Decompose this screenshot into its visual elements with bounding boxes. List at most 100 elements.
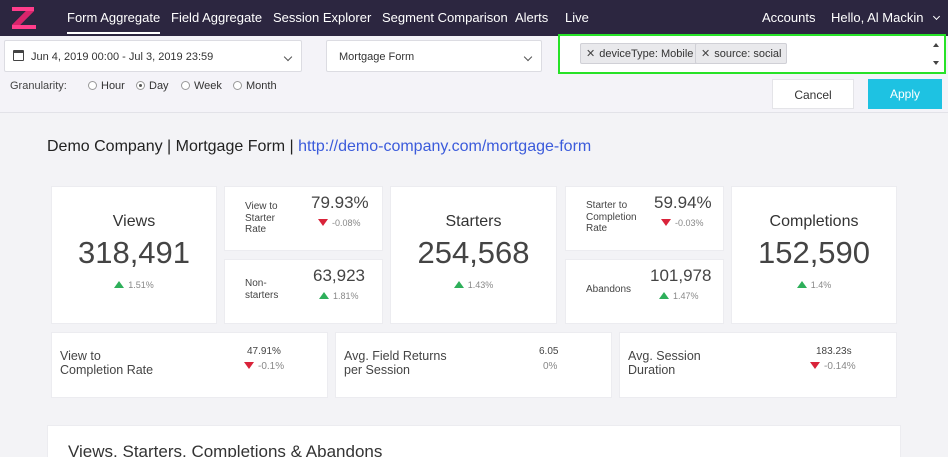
abandons-value: 101,978 xyxy=(650,266,712,285)
chart-section: Views, Starters, Completions & Abandons xyxy=(47,425,901,457)
triangle-down-icon xyxy=(661,219,671,226)
label-line: View to xyxy=(245,201,278,212)
delta-value: 1.43% xyxy=(467,280,494,290)
label-line: Non- xyxy=(245,278,267,289)
nav-alerts[interactable]: Alerts xyxy=(515,10,549,25)
label-line: Starter to xyxy=(586,200,628,211)
abandons-delta: 1.47% xyxy=(659,291,699,301)
view-to-completion-value: 47.91% xyxy=(247,346,281,357)
granularity-week[interactable]: Week xyxy=(181,80,222,92)
nav-field-aggregate[interactable]: Field Aggregate xyxy=(171,10,263,25)
avg-session-duration-label: Avg. Session Duration xyxy=(628,349,701,377)
starter-to-completion-delta: -0.03% xyxy=(661,218,704,228)
view-to-completion-label: View to Completion Rate xyxy=(60,349,153,377)
starters-card: Starters 254,568 1.43% xyxy=(390,186,557,324)
top-nav: Form Aggregate Field Aggregate Session E… xyxy=(0,0,948,36)
radio-label: Day xyxy=(149,80,169,92)
triangle-up-icon xyxy=(659,292,669,299)
label-line: Completion Rate xyxy=(60,363,154,377)
triangle-up-icon xyxy=(796,281,807,288)
segment-filter-input[interactable]: ✕ deviceType: Mobile ✕ source: social xyxy=(558,34,946,74)
radio-label: Month xyxy=(246,80,277,92)
starters-delta: 1.43% xyxy=(391,280,556,290)
avg-session-duration-card: Avg. Session Duration 183.23s -0.14% xyxy=(619,332,897,398)
label-line: Avg. Field Returns xyxy=(344,349,447,363)
nav-session-explorer[interactable]: Session Explorer xyxy=(273,10,372,25)
starter-to-completion-value: 59.94% xyxy=(654,193,712,212)
views-value: 318,491 xyxy=(77,235,191,270)
filter-tag-label: deviceType: Mobile xyxy=(599,48,694,60)
filter-tag-label: source: social xyxy=(714,48,782,60)
abandons-label: Abandons xyxy=(586,284,631,296)
page-title: Demo Company | Mortgage Form | http://de… xyxy=(47,138,591,156)
cancel-button[interactable]: Cancel xyxy=(772,79,854,109)
label-line: View to xyxy=(60,349,101,363)
non-starters-card: Non- starters 63,923 1.81% xyxy=(224,259,383,324)
close-icon[interactable]: ✕ xyxy=(586,48,596,60)
delta-value: -0.03% xyxy=(675,218,704,228)
view-to-starter-label: View to Starter Rate xyxy=(245,201,278,236)
form-url-link[interactable]: http://demo-company.com/mortgage-form xyxy=(298,138,592,155)
non-starters-value: 63,923 xyxy=(313,266,365,285)
label-line: starters xyxy=(245,289,279,301)
abandons-card: Abandons 101,978 1.47% xyxy=(565,259,724,324)
view-to-starter-value: 79.93% xyxy=(311,193,369,212)
nav-segment-comparison[interactable]: Segment Comparison xyxy=(382,10,508,25)
granularity-month[interactable]: Month xyxy=(233,80,277,92)
scroll-down-arrow[interactable] xyxy=(933,61,939,65)
views-label: Views xyxy=(112,213,156,230)
triangle-down-icon xyxy=(244,362,254,369)
delta-value: 1.47% xyxy=(673,291,699,301)
nav-form-aggregate[interactable]: Form Aggregate xyxy=(67,0,161,36)
avg-field-returns-value: 6.05 xyxy=(539,346,559,357)
triangle-up-icon xyxy=(453,281,464,288)
label-line: Completion xyxy=(586,211,637,223)
label-line: Rate xyxy=(245,224,267,235)
views-card: Views 318,491 1.51% xyxy=(51,186,217,324)
date-range-picker[interactable]: Jun 4, 2019 00:00 - Jul 3, 2019 23:59 xyxy=(4,40,302,72)
granularity-label: Granularity: xyxy=(10,80,67,92)
avg-field-returns-label: Avg. Field Returns per Session xyxy=(344,349,447,377)
triangle-down-icon xyxy=(318,219,328,226)
calendar-icon xyxy=(13,50,24,61)
apply-button[interactable]: Apply xyxy=(868,79,942,109)
triangle-down-icon xyxy=(810,362,820,369)
delta-value: -0.14% xyxy=(824,361,856,372)
company-form-title: Demo Company | Mortgage Form | xyxy=(47,138,294,155)
chevron-down-icon xyxy=(283,52,293,62)
completions-card: Completions 152,590 1.4% xyxy=(731,186,897,324)
nav-live[interactable]: Live xyxy=(565,10,589,25)
label-line: Abandons xyxy=(586,284,632,295)
avg-field-returns-delta: 0% xyxy=(543,361,558,372)
close-icon[interactable]: ✕ xyxy=(701,48,711,60)
non-starters-delta: 1.81% xyxy=(319,291,359,301)
radio-icon xyxy=(233,81,242,90)
radio-label: Hour xyxy=(101,80,125,92)
radio-icon xyxy=(136,81,145,90)
delta-value: 1.81% xyxy=(333,291,359,301)
date-range-value: Jun 4, 2019 00:00 - Jul 3, 2019 23:59 xyxy=(31,51,214,63)
scroll-up-arrow[interactable] xyxy=(933,43,939,47)
zuko-logo[interactable] xyxy=(10,5,38,31)
user-menu[interactable]: Hello, Al Mackin xyxy=(831,0,941,36)
starter-to-completion-label: Starter to Completion Rate xyxy=(586,200,637,235)
completions-value: 152,590 xyxy=(757,235,871,270)
avg-session-duration-value: 183.23s xyxy=(816,346,852,357)
view-to-starter-delta: -0.08% xyxy=(318,218,361,228)
granularity-day[interactable]: Day xyxy=(136,80,169,92)
view-to-completion-card: View to Completion Rate 47.91% -0.1% xyxy=(51,332,328,398)
nav-accounts[interactable]: Accounts xyxy=(762,10,816,25)
form-select-value: Mortgage Form xyxy=(339,51,415,63)
completions-delta: 1.4% xyxy=(732,280,896,290)
delta-value: 1.51% xyxy=(128,280,154,290)
granularity-hour[interactable]: Hour xyxy=(88,80,125,92)
delta-value: -0.1% xyxy=(258,361,285,372)
triangle-up-icon xyxy=(319,292,329,299)
starters-value: 254,568 xyxy=(417,235,530,270)
form-select[interactable]: Mortgage Form xyxy=(326,40,542,72)
label-line: Rate xyxy=(586,223,608,234)
filter-tag[interactable]: ✕ source: social xyxy=(695,43,788,64)
filter-tag[interactable]: ✕ deviceType: Mobile xyxy=(580,43,700,64)
view-to-completion-delta: -0.1% xyxy=(244,361,284,372)
delta-value: -0.08% xyxy=(332,218,361,228)
